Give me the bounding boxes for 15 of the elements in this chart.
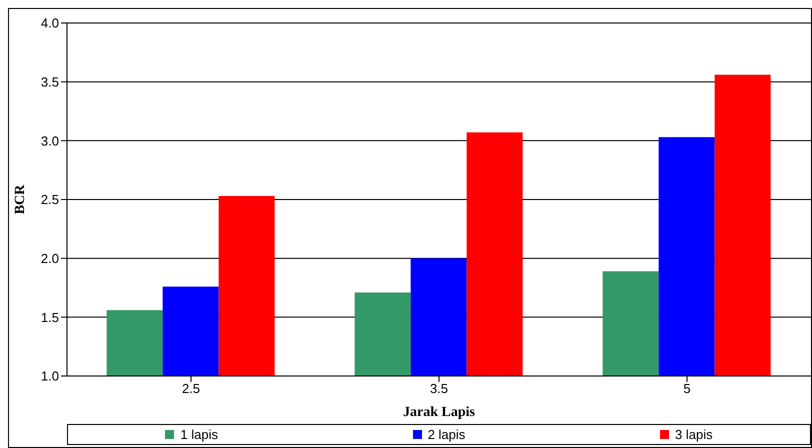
y-axis-title: BCR — [12, 184, 28, 214]
y-tick-label: 1.5 — [40, 310, 59, 325]
y-tick-label: 2.0 — [40, 250, 59, 266]
y-tick-label: 3.5 — [40, 74, 59, 90]
legend-label: 2 lapis — [426, 427, 466, 442]
x-tick-label: 3.5 — [430, 381, 448, 396]
y-tick-label: 4.0 — [40, 16, 59, 31]
x-tick-label: 2.5 — [182, 381, 200, 396]
legend-label: 1 lapis — [179, 427, 218, 442]
x-axis-title: Jarak Lapis — [403, 405, 476, 420]
x-tick-label: 5 — [683, 381, 691, 396]
y-tick-label: 3.0 — [40, 133, 59, 148]
y-tick-label: 2.5 — [40, 192, 59, 208]
y-tick-label: 1.0 — [40, 368, 59, 384]
legend-label: 3 lapis — [674, 427, 713, 442]
